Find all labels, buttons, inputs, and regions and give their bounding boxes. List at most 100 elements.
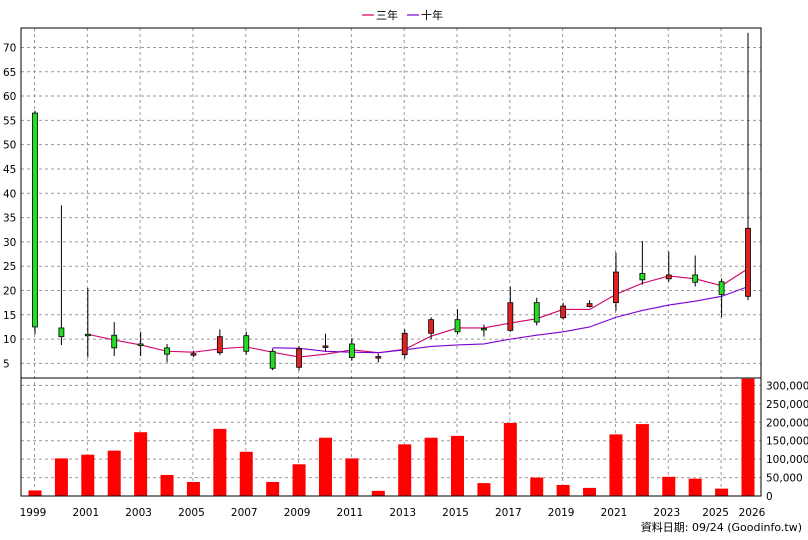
candle-body	[164, 347, 170, 355]
candlesticks	[32, 32, 751, 371]
year-tick-label: 2003	[125, 507, 152, 519]
volume-bar	[530, 477, 544, 496]
price-tick-label: 40	[3, 188, 16, 200]
volume-bar	[371, 490, 385, 496]
volume-bar	[556, 484, 570, 496]
volume-tick-label: 50,000	[766, 473, 803, 485]
year-tick-label: 1999	[20, 507, 47, 519]
price-axis-labels: 5 10 15 20 25 30 35 40 45 50 55 60 65 70	[3, 42, 16, 370]
volume-bar	[186, 481, 200, 496]
volume-bar	[81, 454, 95, 496]
year-tick-label: 2005	[178, 507, 205, 519]
candle-body	[560, 305, 567, 319]
candle-body	[533, 302, 540, 323]
year-tick-label: 2001	[72, 507, 99, 519]
volume-bar	[345, 458, 359, 496]
volume-pane-border	[20, 377, 762, 497]
volume-bar	[583, 487, 597, 496]
year-tick-label: 2015	[442, 507, 469, 519]
candle-body	[613, 271, 619, 304]
candle-body	[507, 302, 514, 331]
price-tick-label: 55	[3, 115, 16, 127]
price-tick-label: 30	[3, 237, 16, 249]
year-tick-label: 2007	[231, 507, 258, 519]
year-tick-label: 2025	[702, 507, 729, 519]
candle-body	[137, 343, 144, 346]
candle-body	[243, 335, 250, 352]
volume-bar	[609, 434, 623, 496]
volume-grid	[21, 384, 761, 497]
volume-bar	[424, 437, 438, 496]
candle-body	[111, 334, 118, 349]
candle-body	[322, 345, 329, 348]
volume-bar	[160, 474, 174, 496]
year-tick-label: 2021	[601, 507, 628, 519]
volume-bar	[715, 488, 729, 496]
candle-body	[745, 227, 751, 297]
candle-body	[269, 350, 276, 369]
price-tick-label: 15	[3, 310, 16, 322]
volume-bar	[266, 481, 280, 496]
candle-body	[216, 336, 223, 354]
volume-bar	[213, 428, 227, 496]
candle-body	[665, 274, 672, 280]
volume-tick-label: 250,000	[766, 399, 808, 411]
volume-bar	[635, 424, 649, 496]
volume-bar	[398, 444, 412, 496]
volume-bar	[741, 378, 755, 496]
volume-bar	[318, 437, 332, 496]
price-tick-label: 50	[3, 140, 16, 152]
candle-body	[639, 273, 646, 281]
price-pane-border	[20, 27, 762, 379]
volume-tick-label: 300,000	[766, 380, 808, 392]
candle-body	[190, 353, 197, 356]
volume-bars	[28, 378, 755, 496]
price-tick-label: 25	[3, 261, 16, 273]
candle-body	[375, 356, 382, 359]
volume-tick-label: 0	[766, 491, 773, 503]
candle-body	[454, 319, 461, 333]
candle-body	[32, 112, 38, 328]
plot-frame	[20, 27, 762, 497]
candle-body	[296, 348, 302, 368]
year-tick-label: 2019	[548, 507, 575, 519]
price-tick-label: 35	[3, 213, 16, 225]
price-tick-label: 20	[3, 286, 16, 298]
volume-bar	[503, 422, 517, 496]
year-tick-label: 2026	[739, 507, 766, 519]
volume-tick-label: 150,000	[766, 436, 808, 448]
year-tick-label: 2011	[337, 507, 364, 519]
volume-axis-labels: 0 50,000 100,000 150,000 200,000 250,000 300,0…	[766, 380, 808, 503]
candle-body	[401, 332, 408, 356]
year-tick-label: 2017	[495, 507, 522, 519]
candle-body	[692, 274, 699, 283]
volume-bar	[28, 490, 42, 496]
volume-bar	[292, 464, 306, 496]
volume-bar	[451, 435, 465, 496]
volume-bar	[54, 458, 68, 496]
volume-tick-label: 200,000	[766, 417, 808, 429]
candle-body	[586, 303, 593, 307]
legend-label-10y: 十年	[421, 8, 443, 22]
candle-body	[428, 319, 435, 334]
candle-body	[348, 343, 355, 358]
volume-bar	[134, 432, 148, 496]
three-year-line	[87, 268, 749, 358]
price-tick-label: 5	[3, 358, 10, 370]
price-tick-label: 45	[3, 164, 16, 176]
price-tick-label: 65	[3, 67, 16, 79]
volume-tick-label: 100,000	[766, 454, 808, 466]
candle-body	[84, 333, 91, 337]
volume-bar	[477, 483, 491, 496]
volume-bar	[688, 478, 702, 496]
candle-body	[718, 281, 725, 295]
year-tick-label: 2023	[653, 507, 680, 519]
price-grid	[21, 28, 761, 496]
price-tick-label: 70	[3, 42, 16, 54]
volume-bar	[239, 451, 253, 496]
volume-bar	[107, 450, 121, 496]
price-tick-label: 60	[3, 91, 16, 103]
legend: 三年 十年	[362, 8, 443, 22]
candle-body	[481, 328, 487, 331]
